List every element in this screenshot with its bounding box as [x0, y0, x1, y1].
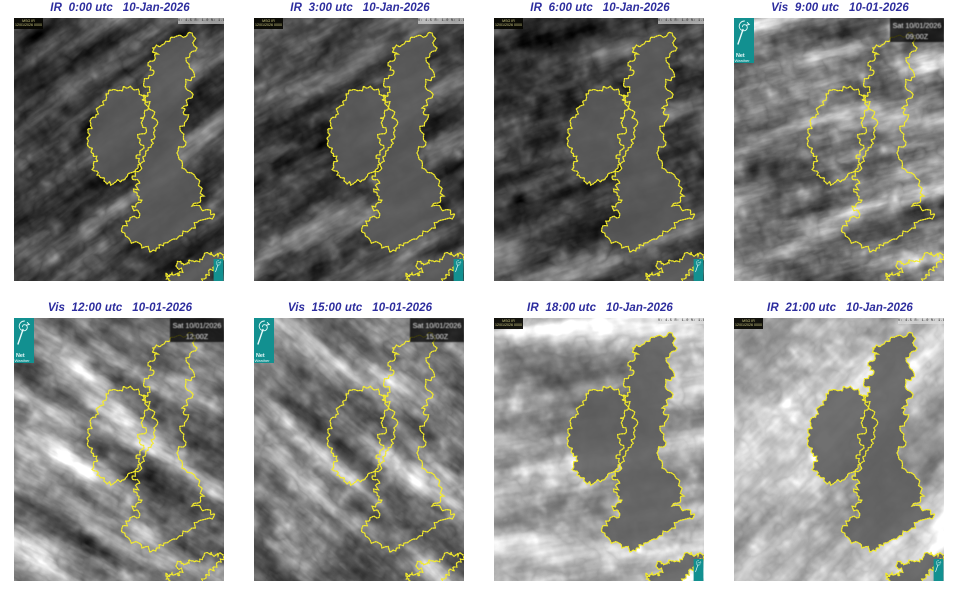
svg-text:Weather: Weather [735, 58, 751, 63]
svg-text:Weather: Weather [255, 358, 271, 363]
svg-text:Weather: Weather [15, 358, 31, 363]
